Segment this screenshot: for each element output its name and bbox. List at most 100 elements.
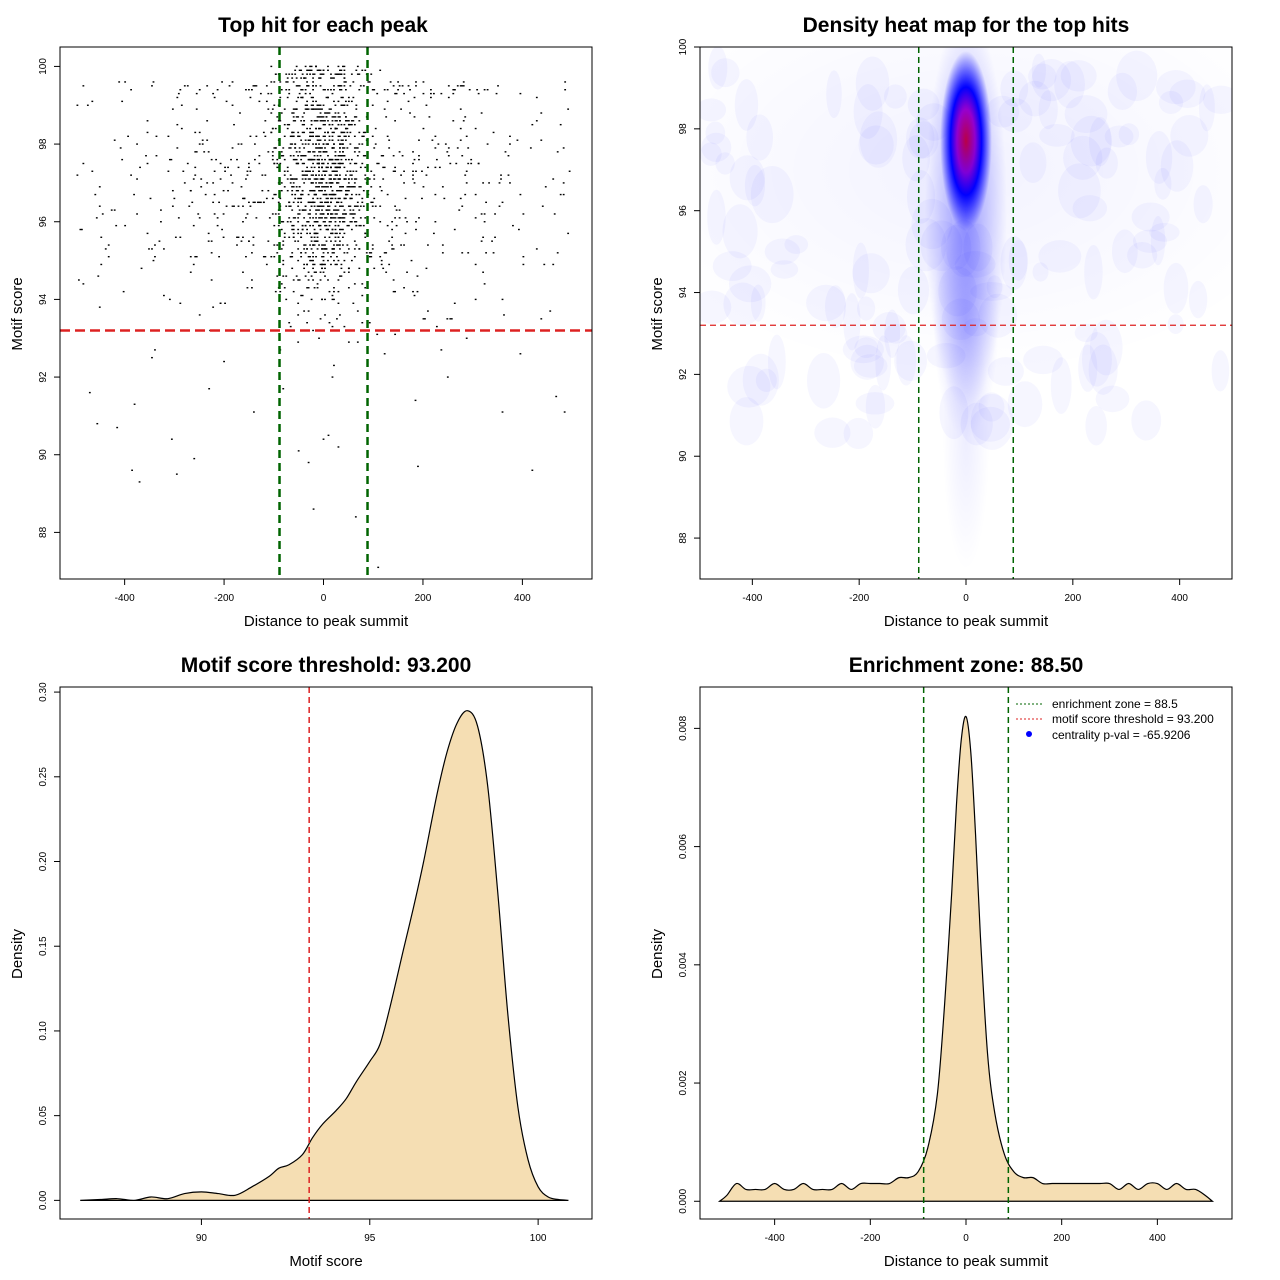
data-point [337, 201, 340, 204]
data-point [349, 209, 352, 211]
data-point [459, 139, 462, 141]
y-tick-label: 0.05 [38, 1105, 49, 1125]
data-point [297, 205, 300, 207]
data-point [322, 162, 325, 165]
data-point [352, 209, 355, 211]
data-point [300, 155, 303, 157]
data-point [306, 127, 309, 130]
data-point [282, 240, 285, 242]
data-point [343, 325, 346, 328]
data-point [362, 85, 365, 87]
plot-frame [59, 46, 593, 580]
data-point [339, 135, 341, 138]
data-point [328, 221, 331, 223]
data-point [309, 69, 311, 71]
data-point [110, 209, 113, 211]
data-point [370, 73, 373, 75]
data-point [540, 112, 543, 114]
data-point [233, 123, 235, 126]
data-point [295, 116, 298, 118]
data-point [342, 228, 344, 231]
data-point [310, 96, 313, 99]
data-point [347, 224, 350, 227]
data-point [270, 92, 273, 95]
data-point [286, 123, 289, 126]
data-point [362, 224, 365, 227]
data-point [288, 236, 291, 238]
data-point [273, 147, 276, 149]
data-point [271, 197, 274, 200]
data-point [374, 205, 377, 207]
data-point [312, 85, 314, 87]
data-point [146, 232, 149, 235]
data-point [553, 213, 556, 215]
data-point [344, 174, 347, 176]
y-tick-label: 90 [678, 450, 689, 462]
data-point [292, 217, 295, 219]
data-point [461, 155, 464, 157]
data-point [286, 170, 289, 172]
data-point [298, 151, 301, 153]
data-point [319, 271, 322, 273]
data-point [494, 236, 496, 238]
data-point [271, 213, 274, 215]
data-point [245, 217, 247, 219]
data-point [354, 516, 357, 518]
data-point [286, 81, 289, 83]
data-point [403, 287, 405, 289]
data-point [370, 252, 373, 254]
data-point [325, 143, 328, 145]
data-point [389, 81, 392, 83]
data-point [322, 252, 325, 254]
panel-motif-score-density: Motif score threshold: 93.200 Motif scor… [9, 654, 593, 1270]
data-point [288, 92, 291, 95]
data-point [294, 147, 297, 149]
data-point [295, 85, 298, 87]
data-point [353, 213, 356, 215]
data-point [328, 209, 331, 211]
data-point [312, 162, 314, 165]
data-point [297, 85, 300, 87]
data-point [427, 244, 429, 246]
data-point [324, 314, 326, 316]
data-point [297, 201, 300, 204]
data-point [271, 158, 274, 161]
data-point [82, 283, 85, 285]
data-point [292, 182, 295, 184]
data-point [288, 73, 291, 75]
data-point [313, 263, 316, 266]
data-point [388, 139, 391, 141]
data-point [344, 193, 347, 196]
data-point [279, 120, 282, 122]
data-point [313, 189, 316, 192]
data-point [322, 193, 325, 196]
data-point [295, 162, 298, 165]
data-point [321, 73, 323, 75]
data-point [303, 209, 306, 211]
data-point [88, 391, 91, 394]
data-point [282, 155, 285, 157]
data-point [195, 92, 198, 95]
data-point [503, 314, 505, 316]
y-tick-label: 0.00 [38, 1190, 49, 1210]
data-point [208, 388, 211, 390]
data-point [342, 236, 344, 238]
data-point [221, 228, 223, 231]
data-point [309, 170, 311, 172]
data-point [325, 201, 328, 204]
data-point [337, 178, 340, 180]
data-point [313, 221, 316, 223]
data-point [316, 283, 319, 285]
data-point [500, 174, 502, 176]
panel-density-heatmap: Density heat map for the top hits Distan… [649, 14, 1233, 630]
data-point [394, 205, 397, 207]
data-point [297, 221, 300, 223]
data-point [342, 186, 344, 188]
data-point [432, 232, 435, 235]
data-point [340, 162, 343, 165]
y-tick-label: 88 [678, 532, 689, 544]
data-point [331, 147, 334, 149]
y-tick-label: 100 [38, 58, 49, 75]
data-point [339, 166, 341, 169]
data-point [337, 217, 340, 219]
